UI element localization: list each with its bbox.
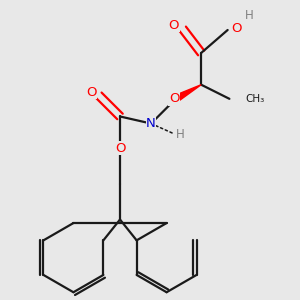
Text: CH₃: CH₃ [245,94,265,104]
Text: O: O [231,22,242,35]
Text: O: O [169,19,179,32]
Text: H: H [176,128,184,141]
Polygon shape [174,85,201,102]
Text: O: O [86,86,96,99]
Text: O: O [169,92,179,105]
Text: O: O [115,142,125,155]
Text: N: N [146,117,156,130]
Text: H: H [245,9,254,22]
